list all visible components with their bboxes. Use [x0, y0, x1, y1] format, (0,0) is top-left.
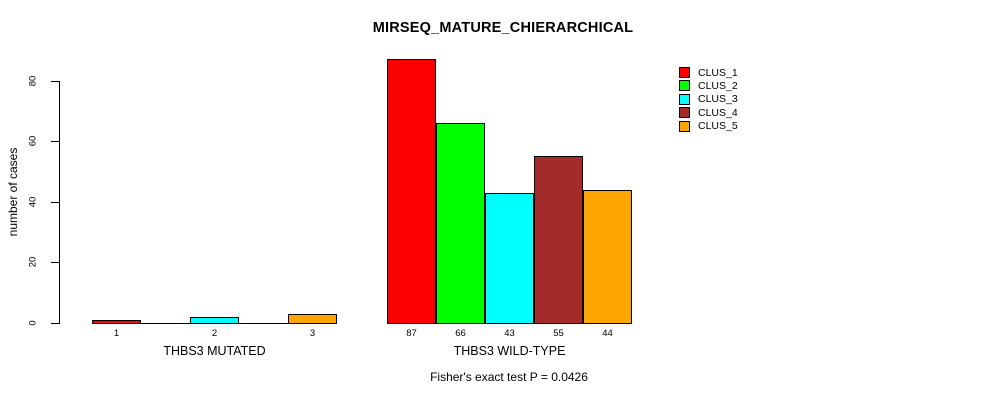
legend-row: CLUS_4 — [679, 106, 738, 119]
legend-row: CLUS_5 — [679, 120, 738, 133]
bar-clus_3 — [485, 192, 534, 324]
bar-clus_2 — [436, 123, 485, 324]
fisher-test-annotation: Fisher's exact test P = 0.0426 — [430, 370, 588, 384]
bar-count-label: 1 — [113, 328, 120, 339]
legend-row: CLUS_1 — [679, 66, 738, 79]
y-tick-label: 80 — [27, 75, 39, 86]
legend-swatch-clus_2 — [679, 80, 690, 92]
legend-swatch-clus_5 — [679, 120, 690, 132]
bar-clus_3 — [190, 316, 239, 324]
legend-swatch-clus_1 — [679, 67, 690, 78]
legend-swatch-clus_4 — [679, 107, 690, 119]
chart-title: MIRSEQ_MATURE_CHIERARCHICAL — [372, 20, 634, 36]
bar-count-label: 55 — [553, 328, 564, 339]
group-label: THBS3 WILD-TYPE — [453, 344, 566, 358]
y-axis-label: number of cases — [6, 147, 20, 237]
group-label: THBS3 MUTATED — [163, 344, 266, 358]
legend-label: CLUS_4 — [698, 106, 738, 119]
bar-count-label: 66 — [455, 328, 466, 339]
legend-label: CLUS_5 — [698, 120, 738, 133]
legend-label: CLUS_3 — [698, 93, 738, 106]
bar-count-label: 87 — [406, 328, 417, 339]
y-tick-label: 40 — [27, 196, 39, 208]
y-tick-label: 20 — [27, 257, 39, 268]
y-tick-mark — [51, 201, 60, 203]
bar-count-label: 43 — [504, 328, 515, 339]
bar-clus_5 — [583, 189, 632, 324]
bar-count-label: 3 — [309, 328, 316, 339]
legend-label: CLUS_1 — [698, 66, 738, 79]
bar-clus_5 — [288, 313, 337, 324]
bar-clus_4 — [534, 156, 583, 324]
y-tick-label: 0 — [27, 320, 39, 326]
legend-label: CLUS_2 — [698, 79, 738, 92]
y-tick-mark — [51, 323, 60, 324]
bar-count-label: 44 — [602, 328, 613, 339]
y-tick-mark — [51, 262, 60, 264]
y-tick-mark — [51, 141, 60, 143]
legend-swatch-clus_3 — [679, 93, 690, 105]
bar-clus_1 — [92, 319, 141, 324]
legend-row: CLUS_2 — [679, 79, 738, 92]
y-tick-mark — [51, 80, 60, 82]
bar-clus_1 — [387, 59, 436, 324]
bar-count-label: 2 — [211, 328, 218, 339]
y-tick-label: 60 — [27, 135, 39, 147]
legend-row: CLUS_3 — [679, 93, 738, 106]
